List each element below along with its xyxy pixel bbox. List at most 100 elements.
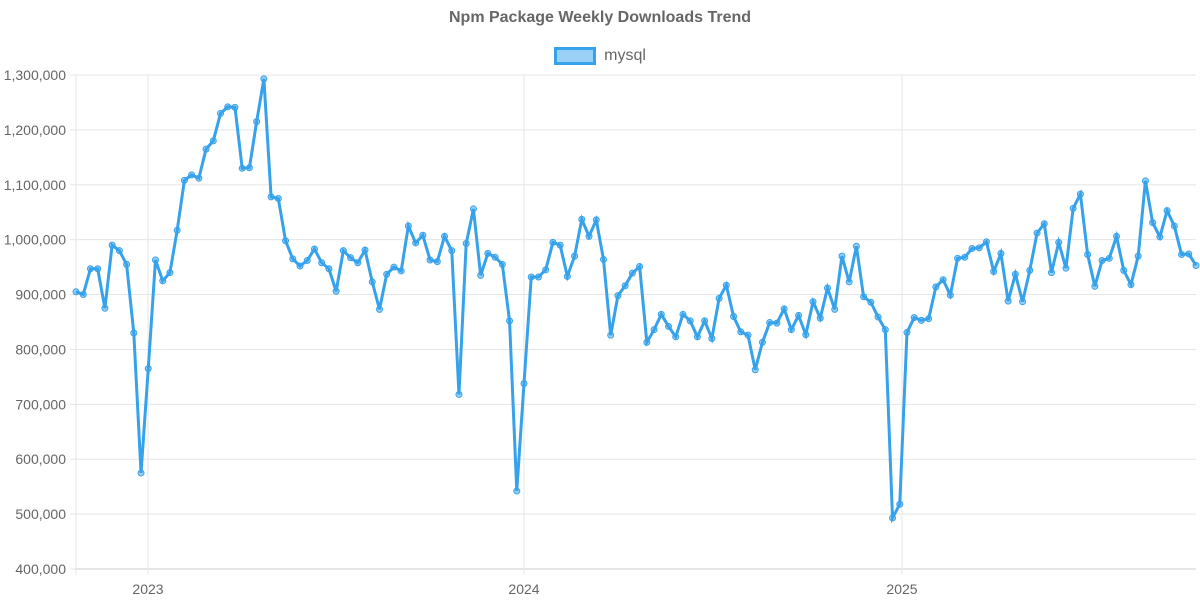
data-point[interactable]: [693, 333, 701, 341]
data-point[interactable]: [1076, 190, 1084, 198]
data-point[interactable]: [816, 314, 824, 322]
data-point[interactable]: [585, 232, 593, 240]
data-point[interactable]: [484, 249, 492, 257]
data-point[interactable]: [86, 265, 94, 273]
data-point[interactable]: [1105, 254, 1113, 262]
data-point[interactable]: [556, 241, 564, 249]
data-point[interactable]: [267, 193, 275, 201]
data-point[interactable]: [506, 317, 514, 325]
data-point[interactable]: [852, 242, 860, 250]
data-point[interactable]: [838, 252, 846, 260]
data-point[interactable]: [896, 500, 904, 508]
data-point[interactable]: [961, 253, 969, 261]
data-point[interactable]: [831, 305, 839, 313]
data-point[interactable]: [303, 257, 311, 265]
data-point[interactable]: [325, 265, 333, 273]
data-point[interactable]: [513, 487, 521, 495]
data-point[interactable]: [1156, 233, 1164, 241]
data-point[interactable]: [310, 245, 318, 253]
data-point[interactable]: [217, 109, 225, 117]
data-point[interactable]: [498, 260, 506, 268]
data-point[interactable]: [1163, 207, 1171, 215]
data-point[interactable]: [1149, 219, 1157, 227]
data-point[interactable]: [412, 239, 420, 247]
data-point[interactable]: [1069, 204, 1077, 212]
data-point[interactable]: [968, 244, 976, 252]
data-point[interactable]: [260, 75, 268, 83]
data-point[interactable]: [1047, 269, 1055, 277]
data-point[interactable]: [101, 304, 109, 312]
data-point[interactable]: [534, 273, 542, 281]
data-point[interactable]: [665, 322, 673, 330]
data-point[interactable]: [397, 267, 405, 275]
data-point[interactable]: [354, 259, 362, 267]
data-point[interactable]: [224, 103, 232, 111]
data-point[interactable]: [318, 259, 326, 267]
data-point[interactable]: [180, 176, 188, 184]
data-point[interactable]: [1170, 222, 1178, 230]
data-point[interactable]: [231, 103, 239, 111]
data-point[interactable]: [72, 288, 80, 296]
data-point[interactable]: [758, 338, 766, 346]
data-point[interactable]: [1178, 250, 1186, 258]
data-point[interactable]: [845, 278, 853, 286]
data-point[interactable]: [1062, 264, 1070, 272]
data-point[interactable]: [1026, 266, 1034, 274]
data-point[interactable]: [867, 298, 875, 306]
data-point[interactable]: [889, 514, 897, 522]
data-point[interactable]: [1084, 250, 1092, 258]
data-point[interactable]: [578, 215, 586, 223]
data-point[interactable]: [115, 247, 123, 255]
legend-swatch-mysql[interactable]: [554, 47, 597, 65]
data-point[interactable]: [1055, 238, 1063, 246]
data-point[interactable]: [448, 247, 456, 255]
data-point[interactable]: [990, 268, 998, 276]
data-point[interactable]: [1040, 220, 1048, 228]
data-point[interactable]: [1185, 250, 1193, 258]
data-point[interactable]: [332, 287, 340, 295]
data-point[interactable]: [375, 305, 383, 313]
data-point[interactable]: [549, 238, 557, 246]
data-point[interactable]: [368, 278, 376, 286]
data-point[interactable]: [730, 313, 738, 321]
data-point[interactable]: [195, 174, 203, 182]
data-point[interactable]: [296, 262, 304, 270]
data-point[interactable]: [1033, 229, 1041, 237]
data-point[interactable]: [1192, 261, 1200, 269]
data-point[interactable]: [1098, 257, 1106, 265]
data-point[interactable]: [599, 255, 607, 263]
data-point[interactable]: [701, 317, 709, 325]
data-point[interactable]: [1113, 232, 1121, 240]
data-point[interactable]: [347, 254, 355, 262]
data-point[interactable]: [925, 315, 933, 323]
data-point[interactable]: [636, 263, 644, 271]
data-point[interactable]: [917, 316, 925, 324]
data-point[interactable]: [715, 294, 723, 302]
data-point[interactable]: [621, 282, 629, 290]
data-point[interactable]: [202, 145, 210, 153]
data-point[interactable]: [607, 331, 615, 339]
data-point[interactable]: [809, 298, 817, 306]
data-point[interactable]: [433, 258, 441, 266]
data-point[interactable]: [253, 118, 261, 126]
data-point[interactable]: [166, 269, 174, 277]
data-point[interactable]: [108, 241, 116, 249]
data-point[interactable]: [722, 281, 730, 289]
data-point[interactable]: [946, 291, 954, 299]
data-point[interactable]: [672, 333, 680, 341]
data-point[interactable]: [679, 310, 687, 318]
data-point[interactable]: [1091, 282, 1099, 290]
data-point[interactable]: [823, 284, 831, 292]
data-point[interactable]: [737, 328, 745, 336]
data-point[interactable]: [188, 171, 196, 179]
data-point[interactable]: [686, 317, 694, 325]
data-point[interactable]: [766, 319, 774, 327]
data-point[interactable]: [491, 253, 499, 261]
data-point[interactable]: [802, 331, 810, 339]
data-point[interactable]: [527, 273, 535, 281]
data-point[interactable]: [151, 256, 159, 264]
data-point[interactable]: [1120, 266, 1128, 274]
data-point[interactable]: [238, 164, 246, 172]
data-point[interactable]: [571, 252, 579, 260]
data-point[interactable]: [339, 247, 347, 255]
